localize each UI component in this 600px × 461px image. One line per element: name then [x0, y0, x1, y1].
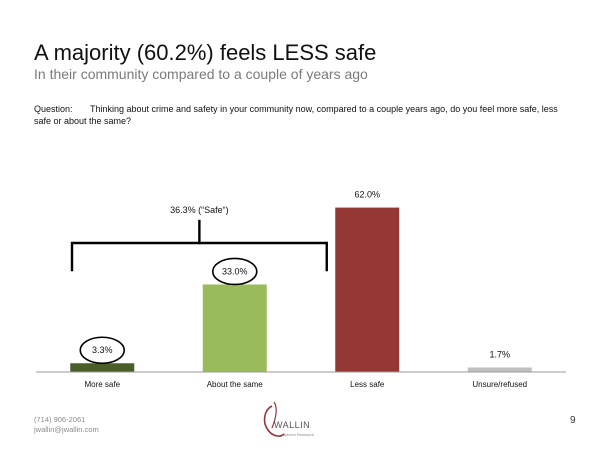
footer-phone: (714) 906-2061: [34, 415, 86, 424]
bar-less-safe: [335, 207, 400, 372]
page-title: A majority (60.2%) feels LESS safe: [34, 40, 377, 65]
data-label: 33.0%: [222, 266, 248, 276]
logo-tagline: Opinion Research: [282, 432, 314, 437]
question-text: Thinking about crime and safety in your …: [34, 104, 558, 126]
bar-more-safe: [70, 363, 135, 372]
logo-wordmark: WALLIN: [274, 420, 310, 430]
bar-chart: 36.3% (“Safe“) 3.3% 33.0% 62.0% 1.7% More s…: [36, 190, 566, 389]
question-label: Question:: [34, 104, 73, 114]
bar-about-the-same: [202, 284, 267, 372]
data-label: 1.7%: [489, 349, 510, 359]
category-label: About the same: [207, 380, 264, 389]
safe-bracket: [70, 241, 328, 272]
label-highlight-circle: [211, 257, 258, 286]
bracket-label: 36.3% (“Safe“): [170, 205, 229, 215]
footer-email: jwallin@jwallin.com: [34, 425, 99, 434]
question-block: Question: Thinking about crime and safety…: [34, 103, 574, 127]
category-label: Unsure/refused: [472, 380, 527, 389]
company-logo: WALLIN Opinion Research: [263, 401, 314, 437]
logo-j-stroke: [271, 401, 277, 429]
category-label: More safe: [84, 380, 120, 389]
category-label: Less safe: [350, 380, 385, 389]
data-label: 3.3%: [92, 345, 113, 355]
page-subtitle: In their community compared to a couple …: [34, 66, 368, 82]
data-label: 62.0%: [354, 190, 380, 200]
logo-swoosh: [263, 405, 285, 437]
page-number: 9: [570, 415, 576, 426]
label-highlight-circle: [79, 336, 126, 365]
bar-unsure-refused: [467, 367, 532, 372]
